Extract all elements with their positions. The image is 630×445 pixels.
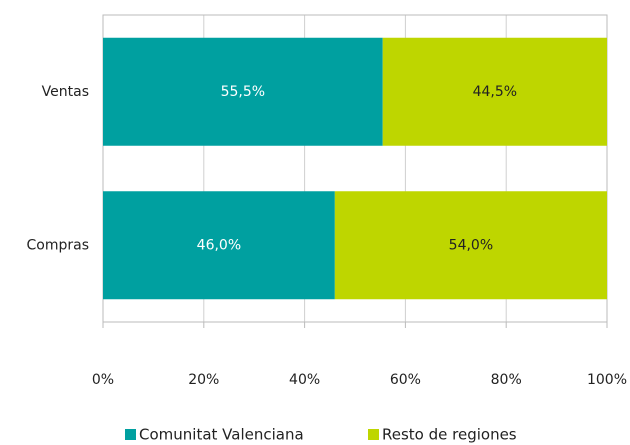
y-tick-label: Compras	[27, 237, 90, 253]
bar-label: 46,0%	[197, 237, 241, 253]
bar	[334, 191, 607, 300]
legend-swatch	[125, 429, 136, 440]
plot-border	[102, 14, 608, 323]
legend-label: Comunitat Valenciana	[139, 426, 304, 444]
bar-label: 54,0%	[449, 237, 493, 253]
x-tick-label: 100%	[587, 372, 627, 388]
x-tick-label: 60%	[390, 372, 421, 388]
legend-label: Resto de regiones	[382, 426, 517, 444]
x-tick-label: 80%	[491, 372, 522, 388]
bar	[103, 37, 383, 146]
bar	[382, 37, 607, 146]
bar-label: 44,5%	[473, 84, 517, 100]
legend-swatch	[368, 429, 379, 440]
y-tick-label: Ventas	[42, 84, 89, 100]
x-tick-label: 40%	[289, 372, 320, 388]
x-tick-label: 0%	[92, 372, 114, 388]
bar-label: 55,5%	[221, 84, 265, 100]
bar	[103, 191, 335, 300]
x-tick-label: 20%	[188, 372, 219, 388]
